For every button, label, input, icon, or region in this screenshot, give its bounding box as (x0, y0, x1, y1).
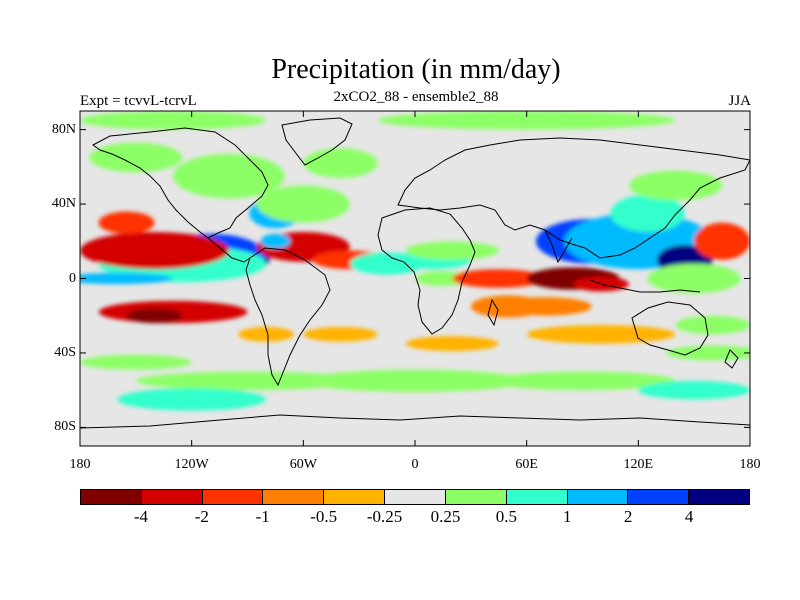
precip-field-31 (629, 170, 723, 201)
chart-subtitle: 2xCO2_88 - ensemble2_88 (333, 89, 499, 105)
precip-field-14 (89, 142, 183, 173)
coastlines (80, 117, 750, 429)
precip-field-12 (256, 185, 350, 223)
colorbar-label-6: 0.5 (495, 507, 517, 526)
colorbar (80, 489, 750, 505)
precip-field-43 (238, 326, 295, 342)
precip-field-8 (80, 272, 174, 285)
lon-label-4: 60E (515, 457, 538, 472)
precip-field-32 (526, 325, 676, 344)
lon-label-2: 60W (289, 457, 317, 472)
coastline-india (544, 229, 573, 264)
precip-field-10 (126, 308, 183, 324)
colorbar-label-7: 1 (563, 507, 572, 526)
lat-label-4: 80S (54, 419, 76, 435)
lon-label-0: 180 (69, 457, 91, 472)
precip-field-42 (303, 326, 378, 342)
lon-label-3: 0 (411, 457, 419, 472)
coastline-antarctica (80, 414, 750, 429)
colorbar-swatch-0 (81, 490, 142, 504)
precip-field-4 (98, 211, 155, 234)
lat-label-2: 0 (69, 270, 76, 286)
coastline-new-zealand (724, 349, 739, 369)
coastline-north-america (92, 127, 269, 239)
precip-field-3 (80, 231, 229, 270)
precip-field-41 (405, 336, 499, 352)
coastline-australia (631, 301, 709, 356)
coastline-south-america (245, 247, 331, 387)
colorbar-swatch-2 (202, 490, 264, 504)
colorbar-swatch-4 (324, 490, 386, 504)
colorbar-label-5: 0.25 (430, 507, 461, 526)
precip-field-36 (135, 371, 360, 391)
precip-field-18 (405, 241, 499, 260)
coastline-madagascar (487, 298, 499, 327)
chart-title: Precipitation (in mm/day) (271, 54, 561, 85)
experiment-label: Expt = tcvvL-tcrvL (80, 93, 197, 109)
season-label: JJA (728, 93, 751, 109)
colorbar-swatch-7 (506, 490, 568, 504)
colorbar-label-9: 4 (684, 507, 694, 526)
colorbar-label-3: -0.5 (310, 507, 338, 526)
colorbar-label-2: -1 (255, 507, 270, 526)
coastline-central-america (207, 237, 251, 263)
precip-field-33 (675, 315, 750, 335)
precip-field-7 (260, 233, 291, 249)
precip-field-30 (647, 263, 741, 294)
coastline-eurasia (397, 137, 750, 259)
precip-field-34 (666, 345, 750, 361)
colorbar-label-1: -2 (194, 507, 209, 526)
coastline-maritime-continent (589, 279, 701, 293)
precip-field-15 (303, 148, 378, 178)
colorbar-swatch-6 (445, 490, 507, 504)
lat-label-3: 40S (54, 344, 76, 360)
precip-field-45 (377, 111, 676, 130)
lon-label-6: 180 (739, 457, 761, 472)
precip-field-29 (694, 222, 750, 260)
lon-label-5: 120E (623, 457, 654, 472)
precipitation-map (79, 110, 751, 447)
colorbar-swatch-10 (689, 490, 749, 504)
colorbar-swatch-9 (628, 490, 690, 504)
colorbar-swatch-8 (567, 490, 629, 504)
precip-field-20 (452, 269, 546, 288)
precip-field-44 (80, 111, 267, 130)
colorbar-label-8: 2 (623, 507, 633, 526)
colorbar-swatch-5 (385, 490, 446, 504)
colorbar-label-4: -0.25 (366, 507, 403, 526)
lat-label-1: 40N (51, 196, 76, 212)
lat-label-0: 80N (51, 121, 76, 137)
colorbar-swatch-3 (263, 490, 325, 504)
precip-field-13 (173, 153, 285, 199)
precip-field-37 (117, 388, 267, 411)
colorbar-swatch-1 (141, 490, 203, 504)
lon-label-1: 120W (174, 457, 209, 472)
coastline-africa (377, 207, 476, 335)
coastline-greenland (281, 117, 353, 166)
precip-field-35 (303, 369, 527, 393)
axis-ticks (79, 111, 751, 446)
precip-field-40 (80, 354, 192, 370)
precip-field-39 (638, 380, 750, 400)
colorbar-label-0: -4 (133, 507, 148, 526)
precip-field-28 (610, 194, 685, 232)
precip-field-38 (489, 371, 676, 391)
precip-field-22 (498, 297, 592, 316)
precipitation-fields (80, 111, 750, 411)
